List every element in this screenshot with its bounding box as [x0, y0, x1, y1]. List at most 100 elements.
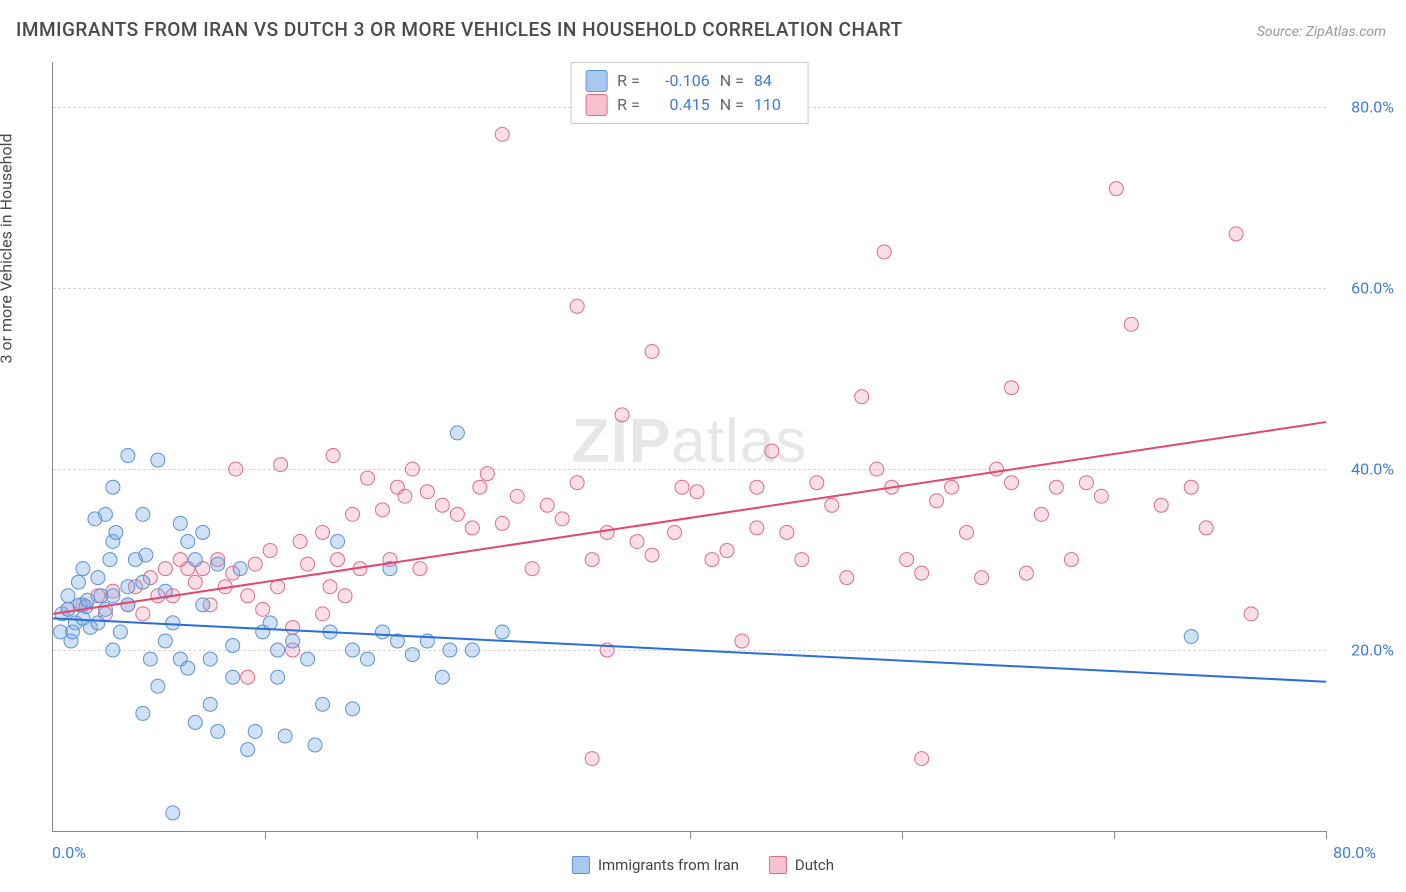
data-point-dutch — [915, 752, 929, 766]
data-point-iran — [435, 670, 449, 684]
data-point-iran — [136, 575, 150, 589]
scatter-svg — [53, 62, 1326, 831]
data-point-iran — [405, 648, 419, 662]
data-point-iran — [136, 706, 150, 720]
data-point-iran — [121, 580, 135, 594]
data-point-iran — [196, 525, 210, 539]
data-point-dutch — [263, 544, 277, 558]
stats-swatch-dutch — [585, 94, 607, 116]
data-point-iran — [271, 643, 285, 657]
data-point-dutch — [1124, 317, 1138, 331]
data-point-iran — [80, 593, 94, 607]
data-point-dutch — [720, 544, 734, 558]
data-point-iran — [76, 562, 90, 576]
data-point-dutch — [810, 476, 824, 490]
stats-legend: R = -0.106 N = 84 R = 0.415 N = 110 — [570, 62, 809, 124]
data-point-dutch — [877, 245, 891, 259]
data-point-dutch — [630, 534, 644, 548]
x-tick — [1114, 831, 1115, 839]
data-point-iran — [1184, 629, 1198, 643]
data-point-dutch — [540, 498, 554, 512]
data-point-dutch — [645, 548, 659, 562]
chart-title: IMMIGRANTS FROM IRAN VS DUTCH 3 OR MORE … — [16, 18, 903, 41]
data-point-iran — [346, 643, 360, 657]
data-point-dutch — [1109, 182, 1123, 196]
data-point-dutch — [900, 553, 914, 567]
chart-container: IMMIGRANTS FROM IRAN VS DUTCH 3 OR MORE … — [0, 0, 1406, 892]
data-point-dutch — [750, 480, 764, 494]
data-point-iran — [181, 534, 195, 548]
legend-item-dutch: Dutch — [769, 856, 834, 874]
data-point-dutch — [690, 485, 704, 499]
y-axis-label: 3 or more Vehicles in Household — [0, 133, 16, 363]
data-point-dutch — [945, 480, 959, 494]
stats-r-label-1: R = — [617, 69, 640, 93]
y-tick-label: 20.0% — [1351, 641, 1394, 660]
x-origin-label: 0.0% — [52, 843, 86, 862]
data-point-dutch — [510, 489, 524, 503]
data-point-iran — [65, 625, 79, 639]
data-point-iran — [443, 643, 457, 657]
stats-n-value-1: 84 — [754, 69, 794, 93]
legend-label-dutch: Dutch — [795, 856, 834, 874]
data-point-dutch — [1064, 553, 1078, 567]
x-tick — [477, 831, 478, 839]
data-point-iran — [61, 589, 75, 603]
data-point-dutch — [930, 494, 944, 508]
data-point-iran — [173, 516, 187, 530]
data-point-dutch — [248, 557, 262, 571]
data-point-dutch — [615, 408, 629, 422]
data-point-dutch — [316, 525, 330, 539]
data-point-iran — [346, 702, 360, 716]
data-point-iran — [121, 598, 135, 612]
data-point-dutch — [420, 485, 434, 499]
legend-swatch-iran — [572, 856, 590, 874]
x-tick — [690, 831, 691, 839]
data-point-iran — [361, 652, 375, 666]
data-point-dutch — [915, 566, 929, 580]
data-point-iran — [166, 806, 180, 820]
data-point-dutch — [326, 449, 340, 463]
data-point-iran — [271, 670, 285, 684]
data-point-iran — [151, 453, 165, 467]
data-point-iran — [211, 724, 225, 738]
data-point-iran — [301, 652, 315, 666]
data-point-dutch — [361, 471, 375, 485]
data-point-dutch — [570, 476, 584, 490]
data-point-dutch — [473, 480, 487, 494]
legend-item-iran: Immigrants from Iran — [572, 856, 739, 874]
data-point-iran — [103, 553, 117, 567]
legend-label-iran: Immigrants from Iran — [598, 856, 739, 874]
stats-swatch-iran — [585, 70, 607, 92]
data-point-iran — [121, 449, 135, 463]
data-point-iran — [139, 548, 153, 562]
data-point-iran — [233, 562, 247, 576]
data-point-dutch — [346, 507, 360, 521]
data-point-dutch — [750, 521, 764, 535]
data-point-dutch — [975, 571, 989, 585]
data-point-dutch — [241, 670, 255, 684]
data-point-dutch — [241, 589, 255, 603]
data-point-dutch — [450, 507, 464, 521]
x-tick — [902, 831, 903, 839]
trend-line-dutch — [53, 422, 1326, 614]
data-point-dutch — [1199, 521, 1213, 535]
data-point-dutch — [1049, 480, 1063, 494]
data-point-dutch — [1034, 507, 1048, 521]
data-point-iran — [263, 616, 277, 630]
data-point-iran — [181, 661, 195, 675]
data-point-iran — [248, 724, 262, 738]
data-point-iran — [308, 738, 322, 752]
stats-r-label-2: R = — [617, 93, 640, 117]
data-point-iran — [113, 625, 127, 639]
stats-n-value-2: 110 — [754, 93, 794, 117]
data-point-dutch — [495, 127, 509, 141]
data-point-iran — [91, 616, 105, 630]
data-point-dutch — [990, 462, 1004, 476]
data-point-dutch — [780, 525, 794, 539]
legend-swatch-dutch — [769, 856, 787, 874]
data-point-dutch — [435, 498, 449, 512]
data-point-iran — [241, 743, 255, 757]
data-point-dutch — [256, 602, 270, 616]
data-point-iran — [91, 571, 105, 585]
